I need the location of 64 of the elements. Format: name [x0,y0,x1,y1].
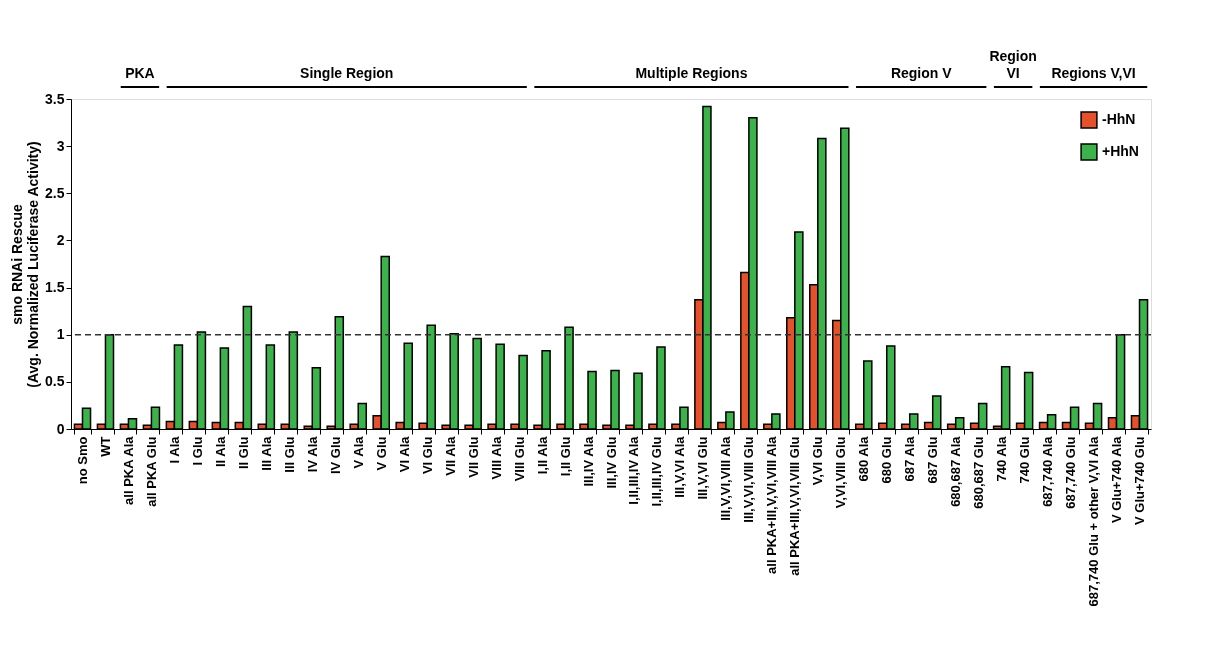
x-tick-label: III,V,VI,VIII Glu [741,436,757,523]
x-tick-label: all PKA+III,V,VI,VIII Glu [787,436,803,576]
x-tick-label: 680 Ala [856,435,872,482]
x-tick-label: IV Glu [327,436,343,475]
x-tick-label: V Glu+740 Ala [1109,435,1125,524]
x-tick-label: II Glu [235,436,251,469]
legend-label: +HhN [1102,143,1139,159]
x-tick-label: all PKA+III,V,VI,VIII Ala [764,435,780,574]
x-tick-label: 687,740 Glu + other V,VI Ala [1086,435,1102,607]
x-tick-label: I,II,III,IV Glu [649,436,665,507]
x-tick-label: III,IV Glu [603,436,619,489]
x-tick-label: I Ala [166,435,182,464]
y-axis-title: smo RNAi Rescue (Avg. Normalized Luciferase Activity) [9,141,42,388]
y-tick-label: 2.5 [45,184,65,201]
x-tick-label: WT [97,436,113,457]
text: PKA [125,65,155,81]
x-tick-label: V Glu [373,436,389,471]
x-tick-label: III,V,VI Glu [695,436,711,500]
x-tick-label: 687 Glu [925,436,941,484]
x-tick-label: III,IV Ala [580,435,596,487]
x-tick-label: 687 Ala [902,435,918,482]
text: Region V [890,65,953,81]
legend-label: -HhN [1102,111,1136,127]
x-tick-label: all PKA Ala [120,435,136,505]
x-tick-label: VIII Glu [511,436,527,482]
x-tick-label: III,V,VI Ala [672,435,688,498]
x-tick-label: V Ala [350,435,366,469]
x-tick-label: VII Glu [465,436,481,478]
y-tick-label: 0 [56,420,65,437]
x-tick-label: I,II Ala [534,435,550,475]
y-tick-label: 2 [56,231,65,248]
y-tick-label: 1.5 [45,279,65,296]
x-tick-label: I Glu [189,436,205,466]
x-tick-label: VII Ala [442,435,458,476]
y-tick-label: 1 [56,326,65,343]
x-tick-label: VI Ala [396,435,412,473]
y-tick-label: 3.5 [45,90,65,107]
text: Regions V,VI [1051,65,1136,81]
text: Region VI [989,48,1037,81]
x-tick-label: 740 Glu [1017,436,1033,484]
y-tick-label: 3 [56,137,65,154]
x-tick-label: 687,740 Glu [1063,436,1079,509]
x-tick-label: III Ala [258,435,274,471]
x-tick-label: III,V,VI,VIII Ala [718,435,734,521]
x-tick-label: V,VI,VIII Glu [833,436,849,509]
x-tick-label: 680 Glu [879,436,895,484]
x-tick-label: 680,687 Ala [948,435,964,507]
text: Single Region [300,65,394,81]
x-tick-label: I,II Glu [557,436,573,477]
x-tick-label: III Glu [281,436,297,473]
x-tick-label: 740 Ala [994,435,1010,482]
x-tick-label: VI Glu [419,436,435,475]
x-tick-label: IV Ala [304,435,320,473]
x-tick-label: 680,687 Glu [971,436,987,509]
x-tick-label: all PKA Glu [143,436,159,507]
x-tick-label: I,II,III,IV Ala [626,435,642,505]
x-tick-label: no Smo [74,436,90,485]
x-tick-label: V Glu+740 Glu [1132,436,1148,526]
x-tick-label: V,VI Glu [810,436,826,486]
y-tick-label: 0.5 [45,373,65,390]
x-tick-label: II Ala [212,435,228,468]
text: Multiple Regions [635,65,748,81]
x-tick-label: 687,740 Ala [1040,435,1056,507]
x-tick-label: VIII Ala [488,435,504,480]
